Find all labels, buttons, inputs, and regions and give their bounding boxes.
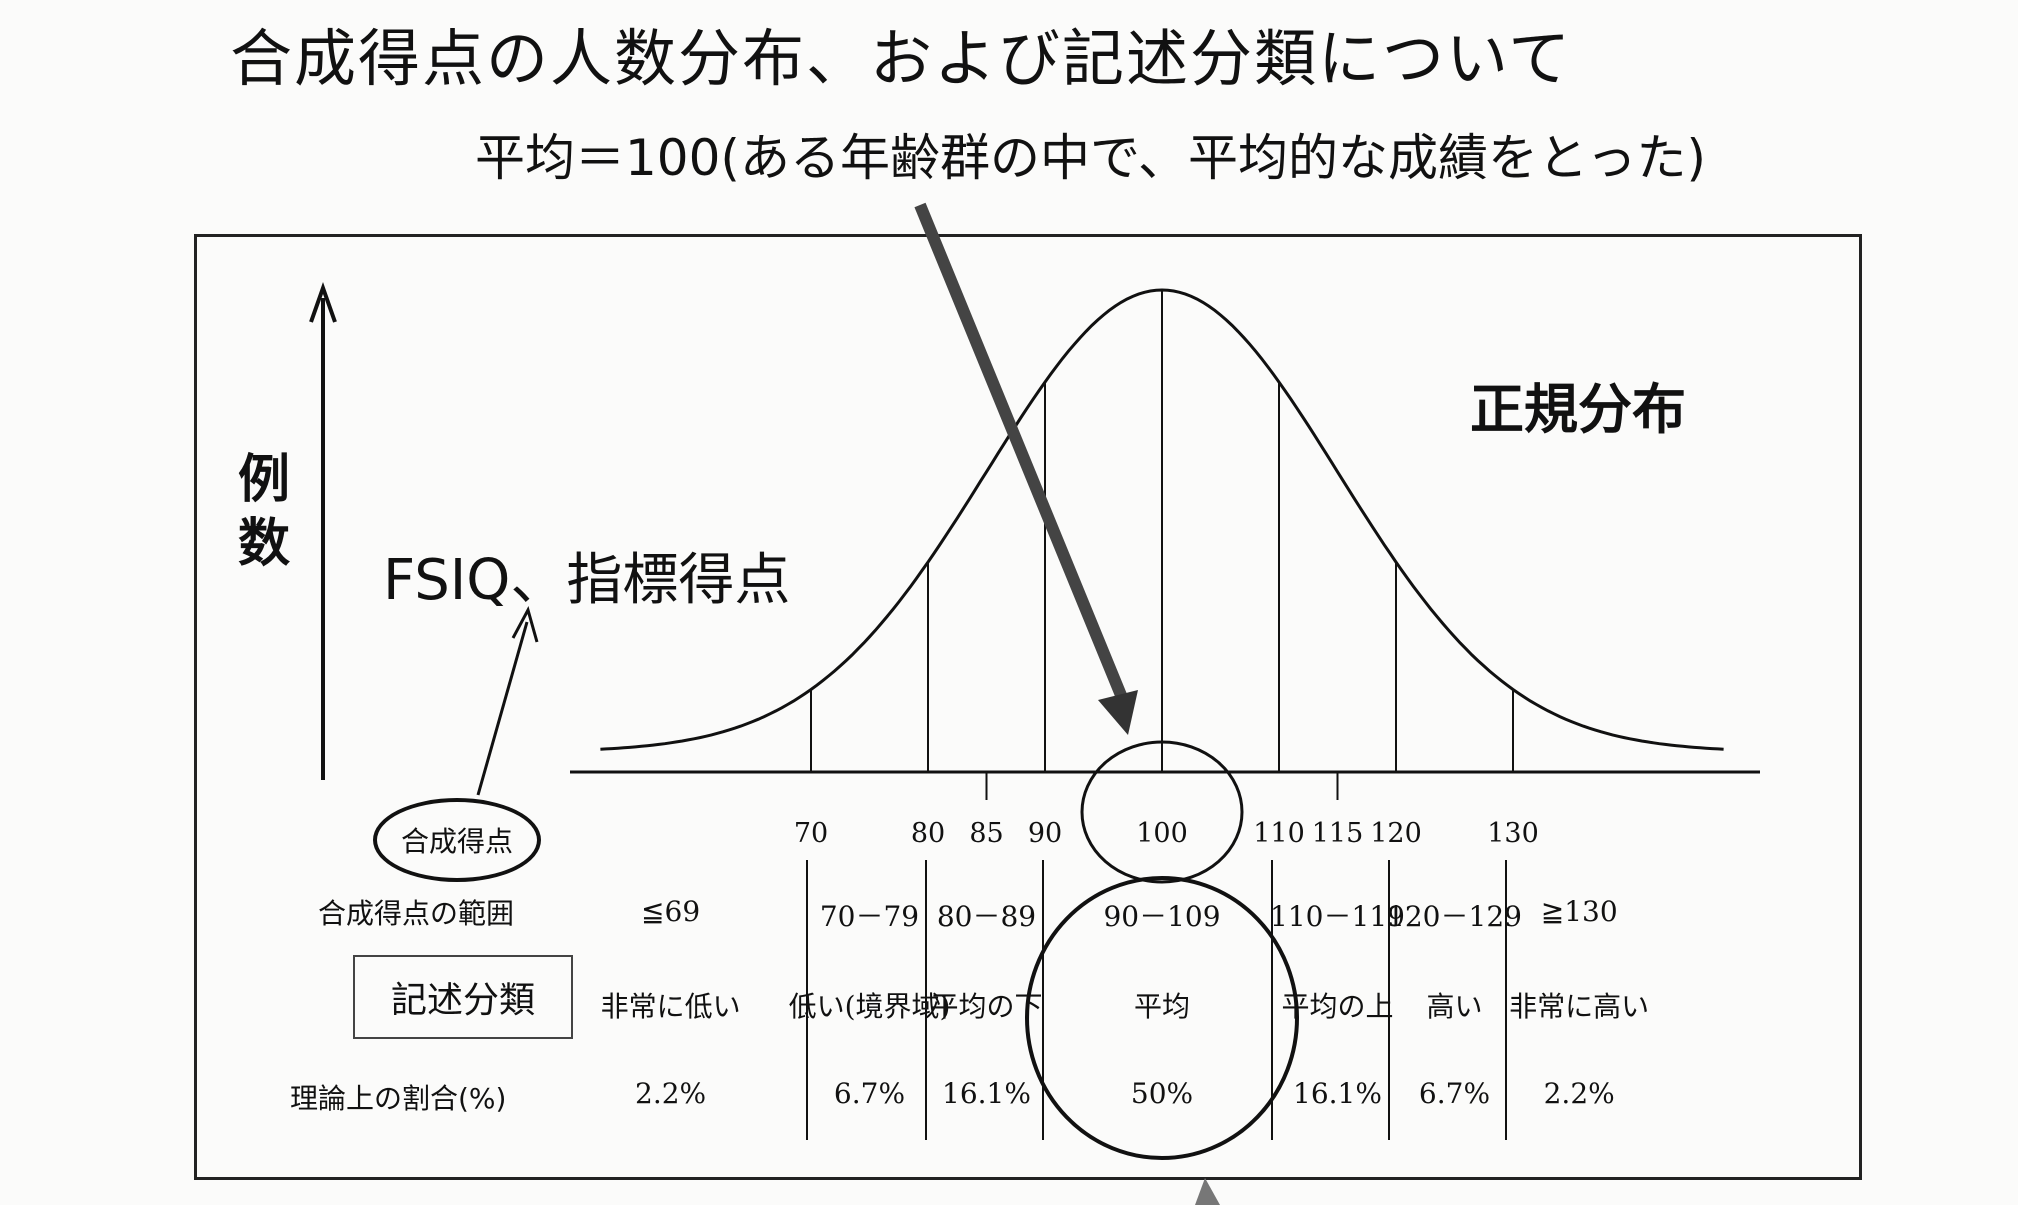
y-axis-label-1: 例: [238, 450, 291, 510]
mean-arrow: [914, 202, 1131, 708]
table-cell-range: 70－79: [819, 900, 920, 933]
table-cell-class: 非常に低い: [600, 990, 741, 1023]
table-cell-range: ≦69: [641, 895, 701, 928]
class-row-header: 記述分類: [353, 955, 574, 1039]
fsiq-arrowhead: [511, 606, 539, 643]
table-cell-pct: 6.7%: [833, 1077, 906, 1110]
mean-circle-top: [1080, 740, 1244, 884]
tick-label-80: 80: [910, 818, 946, 849]
table-cell-pct: 6.7%: [1418, 1077, 1491, 1110]
percent-row-header: 理論上の割合(%): [290, 1082, 507, 1115]
table-cell-pct: 16.1%: [942, 1077, 1031, 1110]
table-cell-class: 低い(境界域): [788, 990, 951, 1023]
mean-note: 平均＝100(ある年齢群の中で、平均的な成績をとった): [475, 129, 1706, 187]
table-cell-class: 平均: [1133, 990, 1191, 1023]
table-cell-range: 120－129: [1387, 900, 1522, 933]
tick-label-70: 70: [793, 818, 829, 849]
fsiq-arrow: [476, 621, 529, 796]
tick-label-110: 110: [1253, 818, 1305, 849]
table-cell-range: ≧130: [1540, 895, 1618, 928]
mean-circle-table: [1025, 876, 1299, 1160]
diagram-frame: [194, 234, 1862, 1180]
table-cell-class: 高い: [1426, 990, 1483, 1023]
tick-label-120: 120: [1370, 818, 1422, 849]
fsiq-label: FSIQ、指標得点: [383, 548, 791, 613]
table-cell-pct: 50%: [1130, 1077, 1194, 1110]
tick-label-130: 130: [1487, 818, 1539, 849]
y-axis-label: 例 数: [238, 448, 290, 576]
mean-arrowhead: [1098, 690, 1138, 735]
table-cell-class: 非常に高い: [1509, 990, 1650, 1023]
table-cell-pct: 2.2%: [1543, 1077, 1615, 1110]
table-cell-range: 110－119: [1270, 900, 1405, 933]
normal-distribution-label: 正規分布: [1470, 378, 1686, 441]
tick-label-100: 100: [1136, 818, 1188, 849]
table-cell-pct: 2.2%: [635, 1077, 707, 1110]
table-cell-range: 80－89: [936, 900, 1037, 933]
table-cell-range: 90－109: [1103, 900, 1221, 933]
score-markers: [810, 290, 1514, 800]
y-axis-arrowhead: [309, 281, 337, 323]
page-title: 合成得点の人数分布、および記述分類について: [230, 22, 1573, 95]
composite-score-label: 合成得点: [373, 798, 541, 882]
table-column-dividers: [806, 860, 1507, 1140]
bottom-arrow-tip: [1195, 1178, 1220, 1205]
table-cell-class: 平均の下: [930, 990, 1043, 1023]
table-cell-class: 平均の上: [1281, 990, 1394, 1023]
y-axis-label-2: 数: [238, 514, 291, 574]
tick-label-115: 115: [1311, 818, 1364, 849]
table-cell-pct: 16.1%: [1293, 1077, 1382, 1110]
range-row-header: 合成得点の範囲: [318, 897, 515, 930]
tick-label-85: 85: [969, 818, 1004, 849]
tick-label-90: 90: [1027, 818, 1063, 849]
